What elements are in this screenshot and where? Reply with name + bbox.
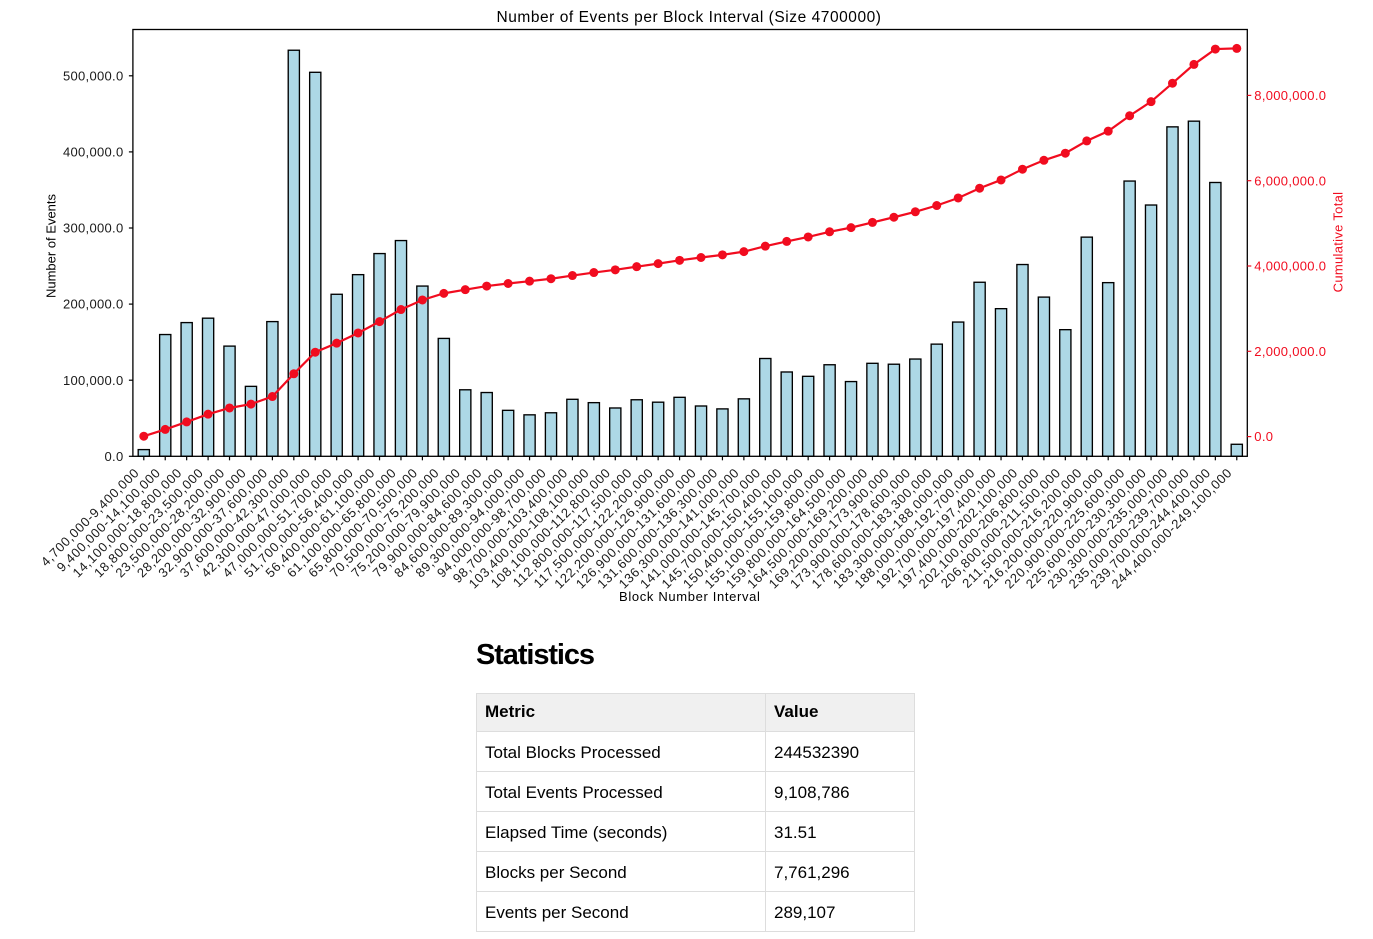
svg-text:0.0: 0.0 [105,449,124,464]
svg-text:Cumulative Total: Cumulative Total [1331,192,1346,293]
svg-text:300,000.0: 300,000.0 [63,221,124,236]
svg-text:8,000,000.0: 8,000,000.0 [1254,88,1326,103]
svg-text:Number of Events: Number of Events [44,193,59,298]
svg-text:6,000,000.0: 6,000,000.0 [1254,173,1326,188]
svg-text:100,000.0: 100,000.0 [63,373,124,388]
svg-text:400,000.0: 400,000.0 [63,145,124,160]
svg-text:2,000,000.0: 2,000,000.0 [1254,344,1326,359]
svg-text:Block Number Interval: Block Number Interval [619,589,761,604]
svg-text:0.0: 0.0 [1254,429,1273,444]
svg-text:500,000.0: 500,000.0 [63,68,124,83]
svg-text:4,000,000.0: 4,000,000.0 [1254,259,1326,274]
svg-text:Number of Events per Block Int: Number of Events per Block Interval (Siz… [496,9,881,26]
svg-text:200,000.0: 200,000.0 [63,297,124,312]
